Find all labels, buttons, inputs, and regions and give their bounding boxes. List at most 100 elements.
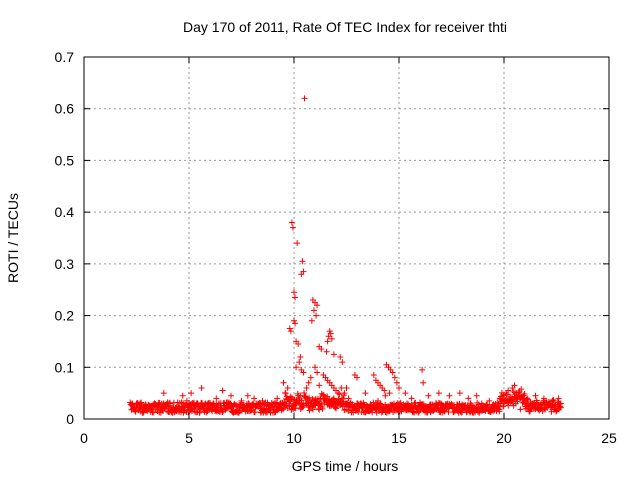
data-point <box>324 338 331 345</box>
data-point <box>246 408 253 415</box>
data-point <box>469 403 476 410</box>
data-point <box>456 390 463 397</box>
data-point <box>297 353 304 360</box>
data-point <box>296 359 303 366</box>
data-point <box>550 397 557 404</box>
data-point <box>402 390 409 397</box>
data-point <box>435 390 442 397</box>
data-point <box>340 392 347 399</box>
data-point <box>160 390 167 397</box>
y-tick-label: 0.6 <box>55 101 75 117</box>
data-point <box>292 294 299 301</box>
data-point <box>310 307 317 314</box>
data-point <box>198 384 205 391</box>
data-point <box>408 395 415 402</box>
data-point <box>419 366 426 373</box>
data-point <box>337 353 344 360</box>
data-point <box>292 320 299 327</box>
data-point <box>496 408 503 415</box>
data-point <box>424 409 431 416</box>
data-point <box>288 395 295 402</box>
data-point <box>318 401 325 408</box>
data-point <box>299 258 306 265</box>
data-point <box>303 384 310 391</box>
x-tick-label: 5 <box>185 430 193 446</box>
data-point <box>425 392 432 399</box>
x-tick-label: 10 <box>286 430 302 446</box>
data-point <box>251 395 258 402</box>
data-point <box>382 392 389 399</box>
data-point <box>328 335 335 342</box>
data-point <box>298 397 305 404</box>
data-point <box>500 403 507 410</box>
data-point <box>420 379 427 386</box>
data-point <box>129 401 136 408</box>
data-point <box>312 364 318 371</box>
data-point <box>295 341 302 348</box>
data-point <box>294 240 301 247</box>
data-point <box>325 333 332 340</box>
data-point <box>381 387 388 394</box>
y-tick-label: 0.1 <box>55 359 75 375</box>
data-point <box>289 224 296 231</box>
data-point <box>338 395 345 402</box>
data-point <box>338 384 345 391</box>
data-point <box>503 391 510 398</box>
data-point <box>188 390 195 397</box>
data-point <box>228 392 234 399</box>
data-point <box>288 219 295 226</box>
y-tick-label: 0.3 <box>55 256 75 272</box>
data-point <box>532 392 539 399</box>
y-axis-label: ROTI / TECUs <box>5 193 21 283</box>
data-point <box>517 406 524 413</box>
data-point <box>345 408 352 415</box>
data-point <box>330 351 337 358</box>
data-point <box>505 387 512 394</box>
data-point <box>301 95 308 102</box>
data-point <box>213 395 220 402</box>
data-point <box>323 348 330 355</box>
data-point <box>520 392 527 399</box>
x-tick-label: 0 <box>80 430 88 446</box>
data-point <box>362 390 369 397</box>
data-point <box>179 392 186 399</box>
data-point <box>489 402 496 409</box>
chart-title: Day 170 of 2011, Rate Of TEC Index for r… <box>183 19 507 35</box>
data-point <box>137 400 144 407</box>
data-point <box>339 359 346 366</box>
data-point <box>150 409 157 416</box>
data-point <box>396 384 402 391</box>
data-point <box>465 395 472 402</box>
data-point <box>486 397 493 404</box>
y-tick-label: 0.7 <box>55 49 75 65</box>
data-point <box>282 389 289 396</box>
y-tick-label: 0.2 <box>55 308 75 324</box>
data-point <box>300 369 307 376</box>
data-point <box>343 384 350 391</box>
data-point <box>244 392 251 399</box>
data-point <box>336 391 343 398</box>
data-point <box>305 379 312 386</box>
data-point <box>391 374 398 381</box>
data-point <box>316 406 323 413</box>
data-point <box>473 392 480 399</box>
y-tick-label: 0 <box>66 411 74 427</box>
data-point <box>326 328 333 335</box>
data-point <box>291 317 297 324</box>
data-point <box>220 408 227 415</box>
data-point <box>317 395 324 402</box>
data-point <box>318 346 325 353</box>
x-tick-label: 25 <box>601 430 617 446</box>
data-point <box>280 379 287 386</box>
data-point <box>319 405 326 412</box>
data-point <box>557 404 564 411</box>
data-point <box>284 384 291 391</box>
data-point <box>541 405 548 412</box>
x-tick-label: 20 <box>496 430 512 446</box>
data-point <box>213 401 220 408</box>
data-point <box>456 400 463 407</box>
data-point <box>308 317 315 324</box>
data-point <box>389 369 396 376</box>
data-point <box>286 325 293 332</box>
